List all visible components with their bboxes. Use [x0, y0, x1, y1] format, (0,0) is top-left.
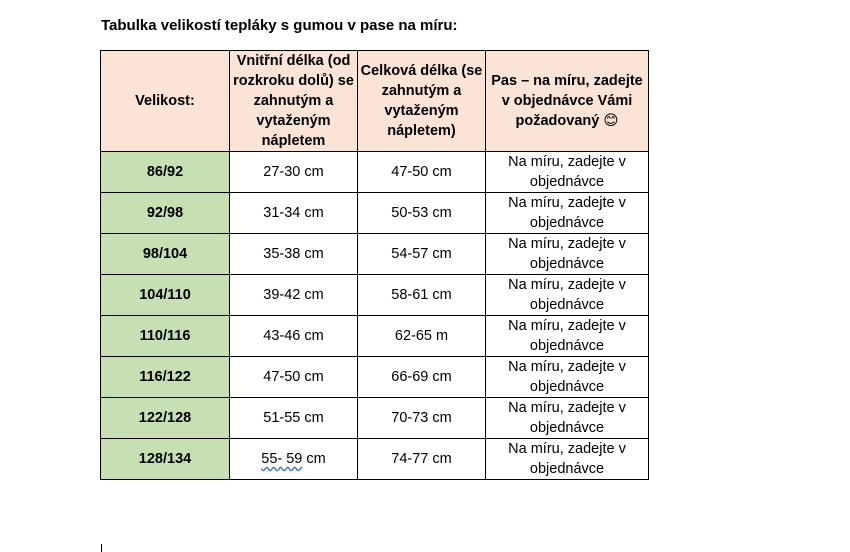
total-length-cell: 62-65 m: [357, 315, 486, 357]
header-total-length: Celková délka (se zahnutým a vytaženým n…: [357, 50, 486, 152]
inner-length-cell: 27-30 cm: [229, 151, 358, 193]
inner-length-unit: cm: [302, 451, 326, 467]
table-header-row: Velikost: Vnitřní délka (od rozkroku dol…: [100, 50, 649, 152]
table-row: 116/122 47-50 cm 66-69 cm Na míru, zadej…: [100, 356, 649, 398]
size-cell: 116/122: [100, 356, 230, 398]
size-cell: 98/104: [100, 233, 230, 275]
size-cell: 128/134: [100, 438, 230, 480]
waist-cell: Na míru, zadejte v objednávce: [485, 438, 649, 480]
waist-cell: Na míru, zadejte v objednávce: [485, 274, 649, 316]
waist-cell: Na míru, zadejte v objednávce: [485, 151, 649, 193]
size-cell: 92/98: [100, 192, 230, 234]
size-cell: 122/128: [100, 397, 230, 439]
table-row: 110/116 43-46 cm 62-65 m Na míru, zadejt…: [100, 315, 649, 357]
inner-length-cell: 55- 59 cm: [229, 438, 358, 480]
table-row: 122/128 51-55 cm 70-73 cm Na míru, zadej…: [100, 397, 649, 439]
header-waist: Pas – na míru, zadejte v objednávce Vámi…: [485, 50, 649, 152]
header-inner-length: Vnitřní délka (od rozkroku dolů) se zahn…: [229, 50, 358, 152]
total-length-cell: 47-50 cm: [357, 151, 486, 193]
size-table: Velikost: Vnitřní délka (od rozkroku dol…: [100, 50, 649, 480]
inner-length-cell: 39-42 cm: [229, 274, 358, 316]
inner-length-cell: 35-38 cm: [229, 233, 358, 275]
table-row: 128/134 55- 59 cm 74-77 cm Na míru, zade…: [100, 438, 649, 480]
waist-cell: Na míru, zadejte v objednávce: [485, 192, 649, 234]
table-row: 104/110 39-42 cm 58-61 cm Na míru, zadej…: [100, 274, 649, 316]
waist-cell: Na míru, zadejte v objednávce: [485, 356, 649, 398]
document-title: Tabulka velikostí tepláky s gumou v pase…: [101, 17, 458, 34]
waist-cell: Na míru, zadejte v objednávce: [485, 233, 649, 275]
total-length-cell: 58-61 cm: [357, 274, 486, 316]
waist-cell: Na míru, zadejte v objednávce: [485, 397, 649, 439]
total-length-cell: 54-57 cm: [357, 233, 486, 275]
table-row: 98/104 35-38 cm 54-57 cm Na míru, zadejt…: [100, 233, 649, 275]
table-row: 92/98 31-34 cm 50-53 cm Na míru, zadejte…: [100, 192, 649, 234]
total-length-cell: 70-73 cm: [357, 397, 486, 439]
total-length-cell: 74-77 cm: [357, 438, 486, 480]
size-cell: 110/116: [100, 315, 230, 357]
inner-length-cell: 31-34 cm: [229, 192, 358, 234]
total-length-cell: 50-53 cm: [357, 192, 486, 234]
inner-length-cell: 51-55 cm: [229, 397, 358, 439]
inner-length-cell: 47-50 cm: [229, 356, 358, 398]
spellcheck-flagged-text[interactable]: 55- 59: [261, 451, 303, 467]
table-row: 86/92 27-30 cm 47-50 cm Na míru, zadejte…: [100, 151, 649, 193]
text-cursor: [101, 544, 102, 552]
inner-length-cell: 43-46 cm: [229, 315, 358, 357]
waist-cell: Na míru, zadejte v objednávce: [485, 315, 649, 357]
total-length-cell: 66-69 cm: [357, 356, 486, 398]
size-cell: 104/110: [100, 274, 230, 316]
size-cell: 86/92: [100, 151, 230, 193]
header-size: Velikost:: [100, 50, 230, 152]
